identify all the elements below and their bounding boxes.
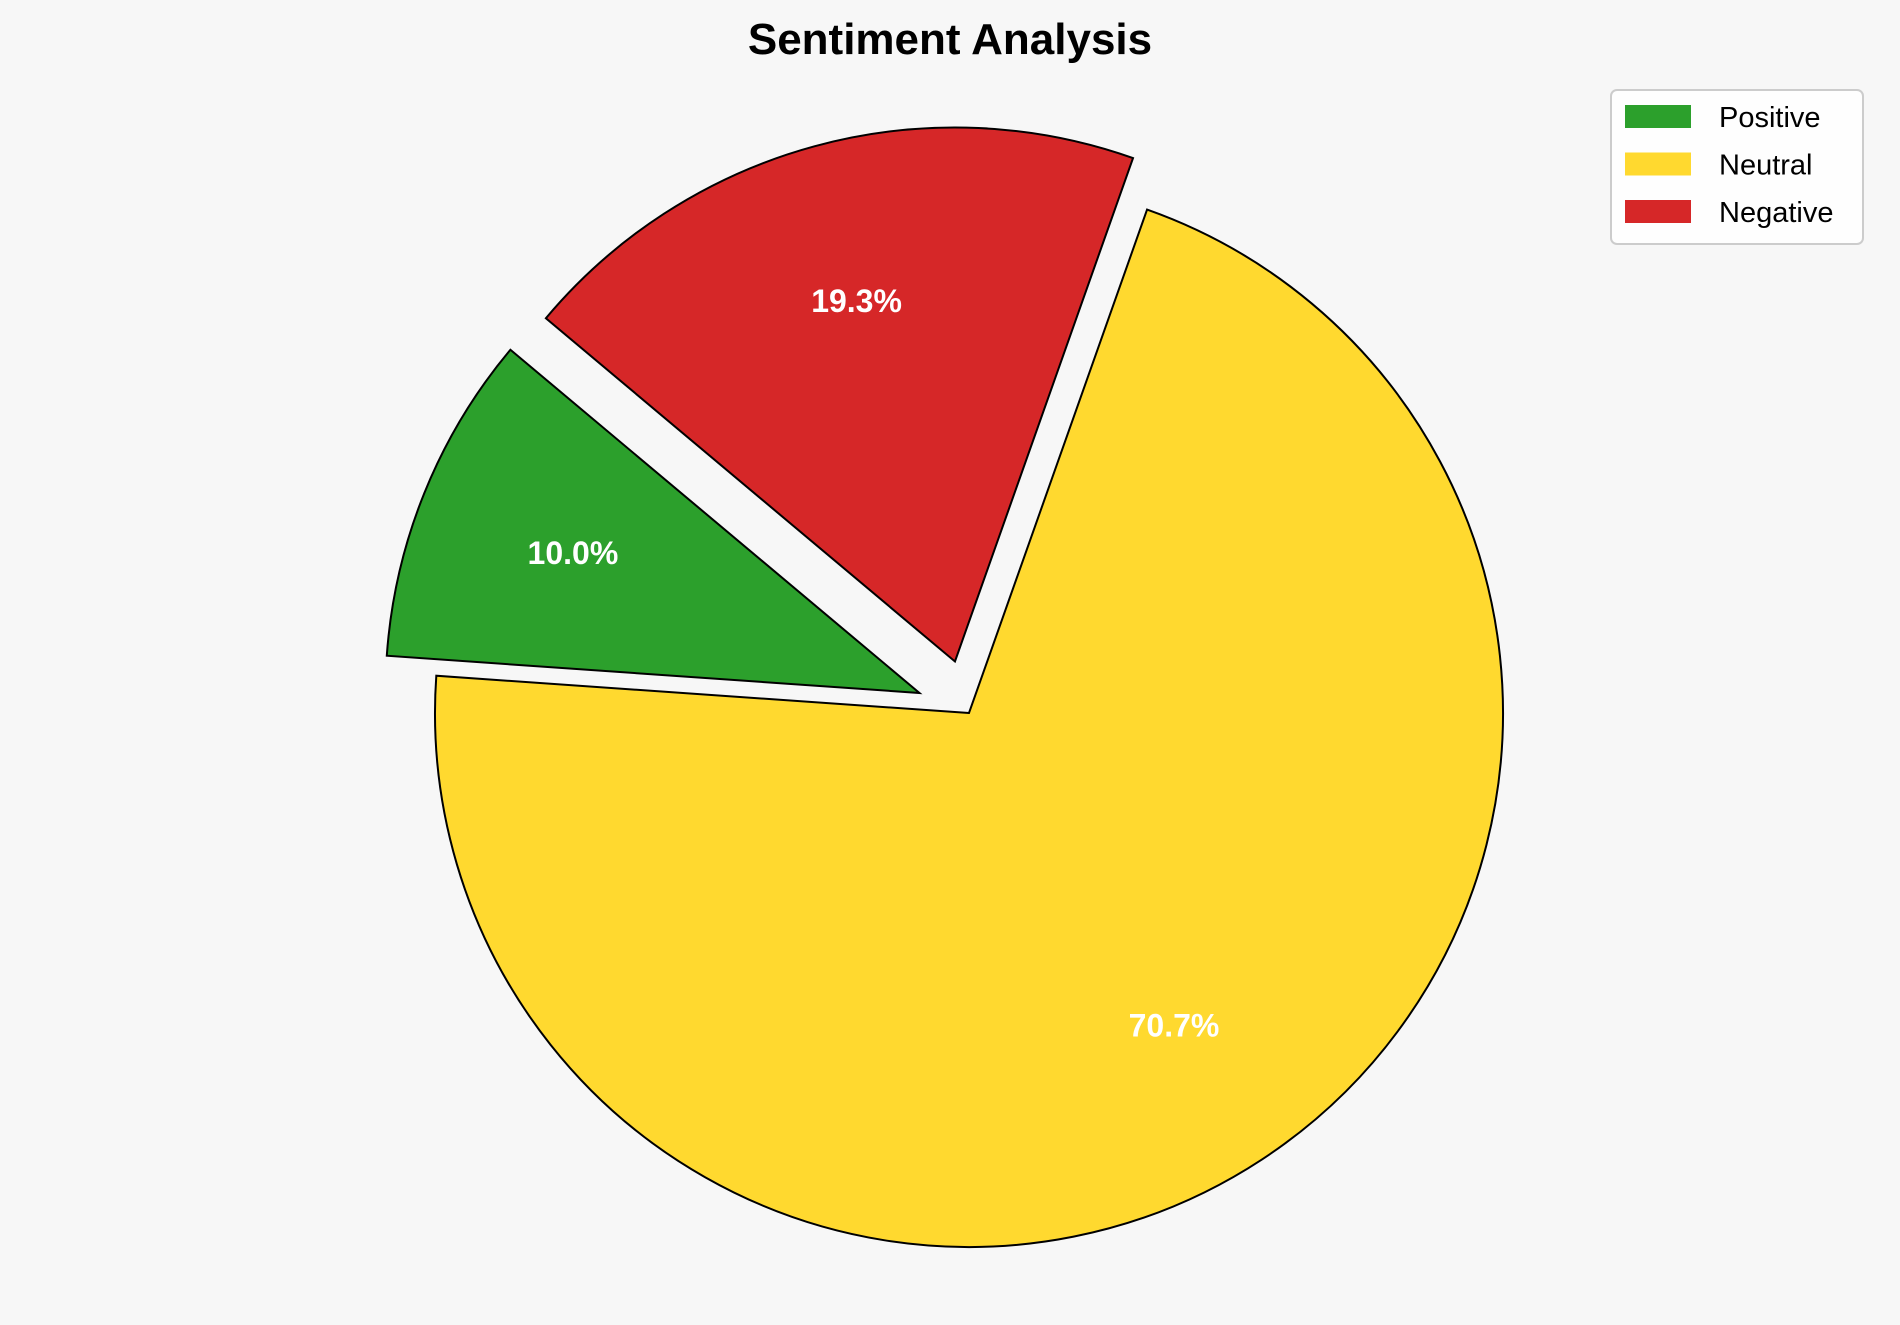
legend: Positive Neutral Negative (1610, 89, 1864, 245)
slice-label-neutral: 70.7% (1129, 1008, 1220, 1044)
legend-swatch-negative (1625, 200, 1691, 223)
legend-label-positive: Positive (1719, 102, 1821, 134)
legend-label-negative: Negative (1719, 197, 1833, 229)
slices: 10.0% 70.7% 19.3% (385, 126, 1504, 1248)
slice-positive (385, 348, 923, 695)
legend-label-neutral: Neutral (1719, 150, 1813, 182)
slice-label-positive: 10.0% (528, 535, 619, 571)
legend-swatch-positive (1625, 105, 1691, 128)
legend-swatch-neutral (1625, 152, 1691, 176)
chart-title: Sentiment Analysis (748, 15, 1152, 64)
slice-neutral (434, 208, 1504, 1248)
slice-negative (544, 126, 1135, 664)
slice-label-negative: 19.3% (811, 283, 902, 319)
